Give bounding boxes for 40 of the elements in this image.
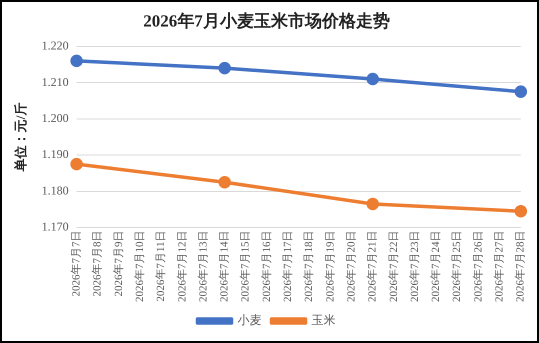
- point: [366, 198, 379, 210]
- x-tick-label: 2026年7月11日: [155, 230, 168, 302]
- point: [514, 204, 528, 218]
- x-tick-label: 2026年7月26日: [472, 230, 484, 302]
- x-tick-label: 2026年7月28日: [514, 230, 527, 302]
- point: [70, 54, 83, 68]
- y-tick-label: 1.170: [42, 220, 69, 234]
- x-tick-label: 2026年7月17日: [282, 230, 294, 302]
- x-tick-label: 2026年7月21日: [366, 230, 379, 302]
- x-tick-label: 2026年7月25日: [451, 230, 464, 302]
- x-tick-label: 2026年7月19日: [324, 230, 336, 302]
- y-tick-label: 1.190: [42, 147, 69, 162]
- x-tick-label: 2026年7月13日: [197, 230, 210, 302]
- y-axis-title: 单位：元/斤: [13, 102, 28, 172]
- legend-label: 小麦: [238, 313, 262, 328]
- point: [218, 176, 231, 188]
- x-tick-label: 2026年7月16日: [260, 230, 273, 302]
- x-tick-label: 2026年7月12日: [176, 230, 188, 302]
- x-tick-label: 2026年7月7日: [70, 230, 82, 296]
- x-tick-label: 2026年7月8日: [92, 230, 104, 296]
- point: [70, 158, 83, 170]
- point: [366, 72, 379, 86]
- x-tick-label: 2026年7月15日: [240, 230, 252, 302]
- x-tick-label: 2026年7月27日: [494, 230, 506, 302]
- y-tick-label: 1.220: [42, 38, 69, 53]
- legend-label: 玉米: [312, 313, 336, 328]
- y-tick-label: 1.210: [42, 74, 69, 89]
- point: [514, 85, 528, 98]
- chart-title: 2026年7月小麦玉米市场价格走势: [143, 12, 390, 31]
- x-tick-label: 2026年7月10日: [134, 230, 146, 302]
- x-tick-label: 2026年7月23日: [408, 230, 421, 302]
- x-tick-label: 2026年7月18日: [303, 230, 316, 302]
- x-tick-label: 2026年7月22日: [388, 230, 400, 302]
- x-tick-label: 2026年7月20日: [345, 230, 358, 302]
- y-tick-label: 1.180: [42, 183, 69, 198]
- point: [218, 62, 231, 74]
- x-tick-label: 2026年7月24日: [430, 230, 442, 302]
- x-tick-label: 2026年7月14日: [218, 230, 231, 302]
- y-tick-label: 1.200: [42, 110, 69, 125]
- x-tick-label: 2026年7月9日: [112, 230, 125, 296]
